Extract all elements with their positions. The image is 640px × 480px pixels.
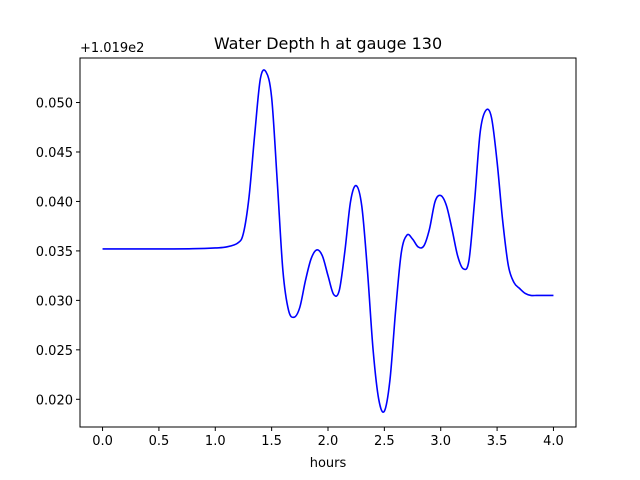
series-layer: [102, 69, 554, 413]
x-tick-label: 3.5: [487, 434, 508, 449]
x-tick-label: 1.5: [261, 434, 282, 449]
y-tick-label: 0.030: [36, 294, 73, 309]
x-axis-ticks: 0.0 0.5 1.0 1.5 2.0 2.5 3.0 3.5 4.0: [92, 427, 564, 449]
x-axis-label: hours: [310, 456, 347, 471]
y-tick-label: 0.045: [36, 146, 73, 161]
x-tick-label: 0.0: [92, 434, 113, 449]
y-tick-label: 0.040: [36, 195, 73, 210]
y-axis-ticks: 0.020 0.025 0.030 0.035 0.040 0.045 0.050: [36, 97, 80, 408]
series-line: [102, 69, 554, 413]
x-tick-label: 1.0: [205, 434, 226, 449]
y-tick-label: 0.035: [36, 245, 73, 260]
chart-title: Water Depth h at gauge 130: [214, 34, 442, 53]
y-offset-label: +1.019e2: [80, 41, 144, 56]
y-tick-label: 0.050: [36, 97, 73, 112]
x-tick-label: 3.0: [430, 434, 451, 449]
y-tick-label: 0.025: [36, 344, 73, 359]
x-tick-label: 2.5: [374, 434, 395, 449]
y-tick-label: 0.020: [36, 393, 73, 408]
x-tick-label: 4.0: [543, 434, 564, 449]
x-tick-label: 2.0: [318, 434, 339, 449]
x-tick-label: 0.5: [149, 434, 170, 449]
